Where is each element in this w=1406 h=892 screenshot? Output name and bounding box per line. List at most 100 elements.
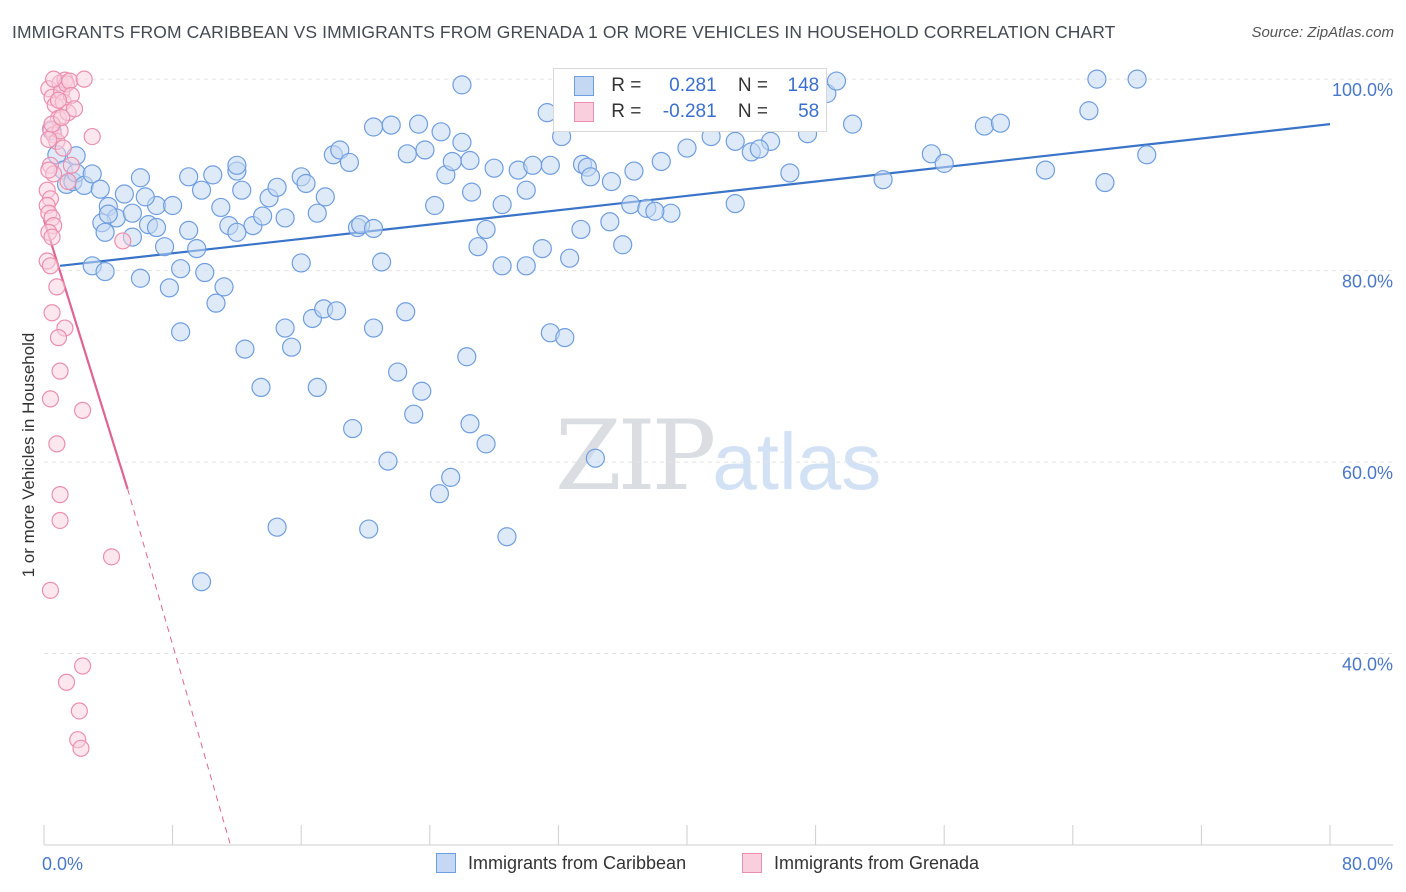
axes: 40.0% 60.0% 80.0% 100.0% [43,80,1393,846]
series-caribbean-points [42,69,1157,592]
point-grenada [40,130,58,149]
point-caribbean [396,302,416,322]
point-grenada [51,511,69,530]
legend-r-value: -0.281 [662,101,717,122]
point-caribbean [203,165,223,185]
point-caribbean [571,219,591,240]
point-caribbean [326,301,347,321]
point-caribbean [476,219,496,240]
point-grenada [43,304,61,322]
point-caribbean [974,116,994,136]
chart-title: IMMIGRANTS FROM CARIBBEAN VS IMMIGRANTS … [12,22,1116,42]
point-caribbean [253,206,273,226]
point-caribbean [214,277,234,297]
point-caribbean [442,151,462,172]
point-caribbean [532,238,552,259]
watermark-zip: ZIP [555,400,716,512]
point-grenada [83,127,101,146]
point-grenada [49,329,68,347]
y-tick-label: 60.0% [1342,463,1393,483]
point-caribbean [921,144,941,164]
point-caribbean [381,115,401,135]
point-caribbean [359,519,379,539]
point-caribbean [585,448,605,468]
legend-row-grenada: R = -0.281 N = 58 [574,101,819,125]
point-caribbean [211,197,231,218]
correlation-legend: R = 0.281 N = 148 R = -0.281 N = 58 [553,68,827,132]
point-grenada [70,702,88,720]
point-grenada [65,100,84,118]
point-caribbean [154,237,175,257]
point-grenada [48,278,66,296]
trend-line-caribbean [59,123,1331,267]
watermark-atlas: atlas [712,417,882,506]
point-grenada [61,72,79,90]
point-caribbean [560,248,580,268]
point-caribbean [363,218,384,239]
point-caribbean [95,261,115,282]
point-caribbean [441,467,461,487]
point-caribbean [130,168,151,188]
point-grenada [73,401,92,419]
legend-swatch-blue [574,76,594,96]
y-axis-label: 1 or more Vehicles in Household [19,333,38,578]
point-caribbean [191,180,212,200]
point-grenada [45,70,63,88]
point-caribbean [780,163,800,183]
point-grenada [53,108,71,127]
point-caribbean [492,256,512,276]
point-caribbean [122,203,143,223]
point-grenada [54,139,72,157]
point-caribbean [555,328,575,348]
point-caribbean [206,293,226,313]
legend-n-label: N = [737,101,768,122]
bottom-legend-label-caribbean: Immigrants from Caribbean [468,852,687,873]
point-caribbean [171,322,191,342]
legend-n-value: 148 [787,75,820,96]
point-caribbean [291,253,311,273]
point-caribbean [1137,145,1157,165]
point-caribbean [235,339,255,359]
point-caribbean [725,193,745,214]
point-caribbean [397,144,417,164]
point-caribbean [130,268,151,288]
point-caribbean [171,259,191,279]
point-caribbean [307,377,327,398]
axis-labels: 1 or more Vehicles in Household 0.0% 80.… [19,333,1393,874]
point-caribbean [601,171,622,192]
trend-line-grenada-extension [127,488,231,846]
point-caribbean [363,318,384,338]
x-tick-label-min: 0.0% [42,854,83,874]
point-caribbean [1127,69,1147,89]
point-caribbean [275,208,295,228]
point-grenada [41,581,60,599]
legend-swatch-pink [574,102,594,122]
point-caribbean [826,71,847,91]
point-caribbean [497,527,517,547]
point-caribbean [624,161,644,181]
point-caribbean [425,195,445,216]
point-caribbean [98,204,118,224]
legend-r-label: R = [611,101,642,122]
point-caribbean [267,517,287,537]
legend-r-value: 0.281 [669,75,717,96]
legend-row-caribbean: R = 0.281 N = 148 [574,75,819,99]
point-grenada [41,390,60,408]
point-grenada [40,161,58,179]
point-caribbean [267,177,287,197]
point-caribbean [163,195,183,216]
point-caribbean [749,139,769,159]
point-caribbean [677,138,697,158]
point-caribbean [661,203,681,223]
source-label: Source: ZipAtlas.com [1251,24,1394,41]
point-grenada [48,435,66,453]
bottom-legend-grenada: Immigrants from Grenada [742,852,979,874]
series-grenada-points [38,70,132,757]
bottom-legend-label-grenada: Immigrants from Grenada [774,852,980,873]
point-caribbean [990,113,1011,133]
point-caribbean [82,164,102,184]
legend-n-label: N = [737,75,768,96]
point-caribbean [460,414,480,434]
point-grenada [51,486,69,504]
